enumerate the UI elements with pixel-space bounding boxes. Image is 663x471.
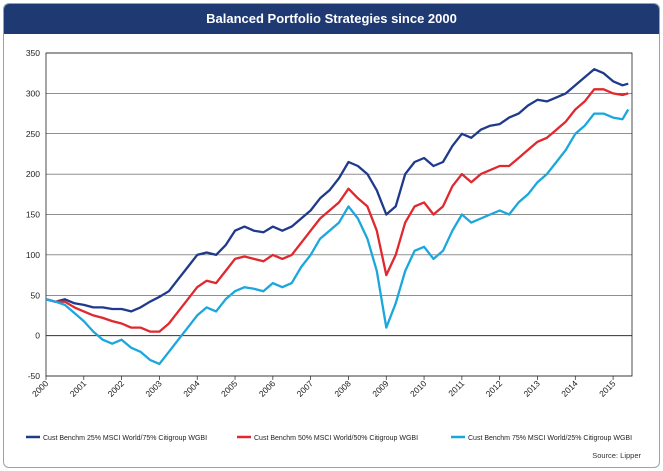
x-tick-label: 2006 xyxy=(257,378,278,399)
y-tick-label: 0 xyxy=(35,331,40,341)
y-tick-label: 150 xyxy=(26,210,40,220)
x-tick-label: 2000 xyxy=(30,378,51,399)
x-tick-label: 2013 xyxy=(521,378,542,399)
y-tick-label: 100 xyxy=(26,250,40,260)
x-tick-label: 2001 xyxy=(68,378,89,399)
chart-title: Balanced Portfolio Strategies since 2000 xyxy=(4,4,659,34)
x-tick-label: 2008 xyxy=(332,378,353,399)
x-tick-label: 2014 xyxy=(559,378,580,399)
x-tick-label: 2012 xyxy=(484,378,505,399)
legend-label-3: Cust Benchm 75% MSCI World/25% Citigroup… xyxy=(468,435,632,442)
x-tick-label: 2011 xyxy=(446,378,466,398)
y-tick-label: 50 xyxy=(31,290,41,300)
chart-frame: Balanced Portfolio Strategies since 2000… xyxy=(3,3,660,468)
line-chart: -50 0 50 100 150 200 250 300 350 2000 2001 2002 2003… xyxy=(26,48,633,442)
x-tick-label: 2015 xyxy=(597,378,618,399)
y-tick-label: 200 xyxy=(26,169,40,179)
x-tick-label: 2003 xyxy=(143,378,164,399)
legend-label-2: Cust Benchm 50% MSCI World/50% Citigroup… xyxy=(254,435,418,442)
legend-label-1: Cust Benchm 25% MSCI World/75% Citigroup… xyxy=(43,435,207,442)
y-tick-label: 300 xyxy=(26,88,40,98)
source-note: Source: Lipper xyxy=(592,451,641,460)
x-tick-label: 2007 xyxy=(295,378,316,399)
x-tick-label: 2004 xyxy=(181,378,202,399)
y-tick-label: -50 xyxy=(28,371,41,381)
series-line-2 xyxy=(45,88,629,333)
plot-border xyxy=(45,52,633,377)
x-tick-label: 2005 xyxy=(219,378,240,399)
y-tick-label: 350 xyxy=(26,48,40,58)
series-line-3 xyxy=(45,108,630,366)
x-tick-label: 2010 xyxy=(408,378,429,399)
x-tick-label: 2009 xyxy=(370,378,391,399)
y-tick-label: 250 xyxy=(26,129,40,139)
series-line-1 xyxy=(45,68,629,313)
x-tick-label: 2002 xyxy=(106,378,127,399)
